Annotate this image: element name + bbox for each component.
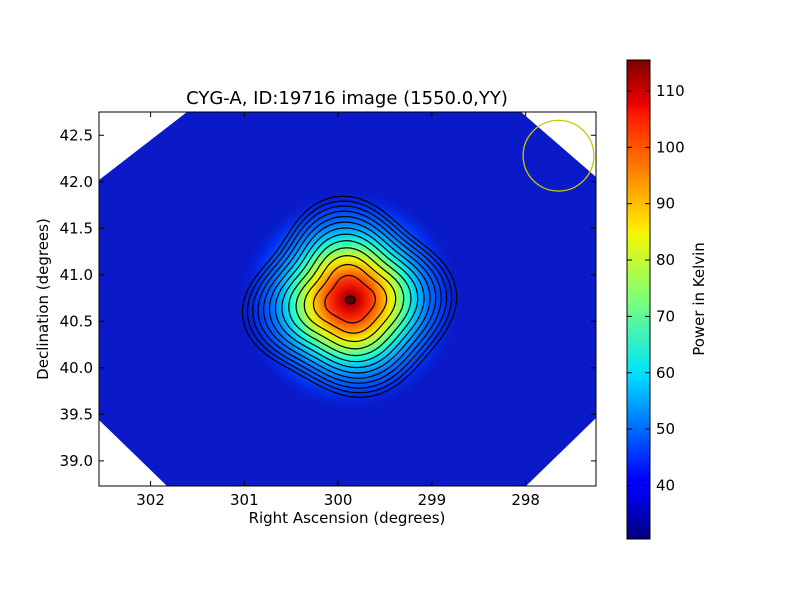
contour-level-37	[241, 195, 458, 398]
y-tick-label: 42.5	[60, 126, 93, 144]
chart-title: CYG-A, ID:19716 image (1550.0,YY)	[186, 88, 508, 109]
contour-level-55	[257, 210, 442, 384]
no-data-corner-bottom-left	[99, 420, 167, 486]
x-tick-label: 301	[230, 491, 259, 509]
y-tick-label: 41.5	[60, 219, 93, 237]
no-data-corner-bottom-right	[526, 418, 596, 486]
colorbar-ticks: 40 50 60 70 80 90 100 110	[627, 82, 685, 494]
plot-area: 302 301 300 299 298 39.0 39.5 40.0 40.5 41.0 41.5…	[60, 111, 597, 509]
contour-level-49	[252, 205, 448, 389]
y-axis: 39.0 39.5 40.0 40.5 41.0 41.5 42.0 42.5	[60, 126, 596, 470]
no-data-corner-top-left	[99, 112, 187, 180]
contour-level-85	[288, 240, 412, 357]
x-tick-label: 302	[136, 491, 165, 509]
y-tick-label: 41.0	[60, 266, 93, 284]
colorbar-tick-label: 40	[656, 476, 675, 494]
contour-level-97	[303, 254, 397, 343]
contour-level-79	[281, 233, 419, 363]
y-tick-label: 40.5	[60, 312, 93, 330]
no-data-corner-top-right	[521, 112, 596, 177]
y-tick-label: 39.5	[60, 405, 93, 423]
contour-lines	[241, 195, 458, 398]
y-tick-label: 39.0	[60, 452, 93, 470]
colorbar-tick-label: 50	[656, 420, 675, 438]
colorbar: 40 50 60 70 80 90 100 110 Power in Kelvin	[626, 59, 708, 540]
colorbar-tick-label: 70	[656, 307, 675, 325]
contour-level-91	[295, 247, 405, 350]
beam-circle	[522, 119, 595, 192]
colorbar-tick-label: 100	[656, 138, 685, 156]
colorbar-gradient	[626, 59, 651, 540]
contour-level-73	[274, 227, 425, 369]
colorbar-tick-label: 90	[656, 195, 675, 213]
contour-level-43	[246, 200, 453, 394]
plot-frame	[98, 111, 597, 487]
colorbar-tick-label: 80	[656, 251, 675, 269]
peak-marker	[344, 295, 356, 305]
x-axis: 302 301 300 299 298	[136, 112, 540, 509]
x-tick-label: 298	[511, 491, 540, 509]
contour-level-67	[268, 221, 431, 374]
x-axis-label: Right Ascension (degrees)	[249, 509, 446, 527]
contour-level-103	[312, 263, 388, 334]
colorbar-label: Power in Kelvin	[690, 242, 708, 356]
x-tick-label: 299	[418, 491, 447, 509]
contour-level-61	[262, 215, 437, 379]
colorbar-tick-label: 60	[656, 364, 675, 382]
colorbar-tick-label: 110	[656, 82, 685, 100]
y-tick-label: 42.0	[60, 173, 93, 191]
y-axis-label: Declination (degrees)	[34, 218, 52, 380]
x-tick-label: 300	[324, 491, 353, 509]
y-tick-label: 40.0	[60, 359, 93, 377]
contour-level-109	[324, 274, 377, 324]
